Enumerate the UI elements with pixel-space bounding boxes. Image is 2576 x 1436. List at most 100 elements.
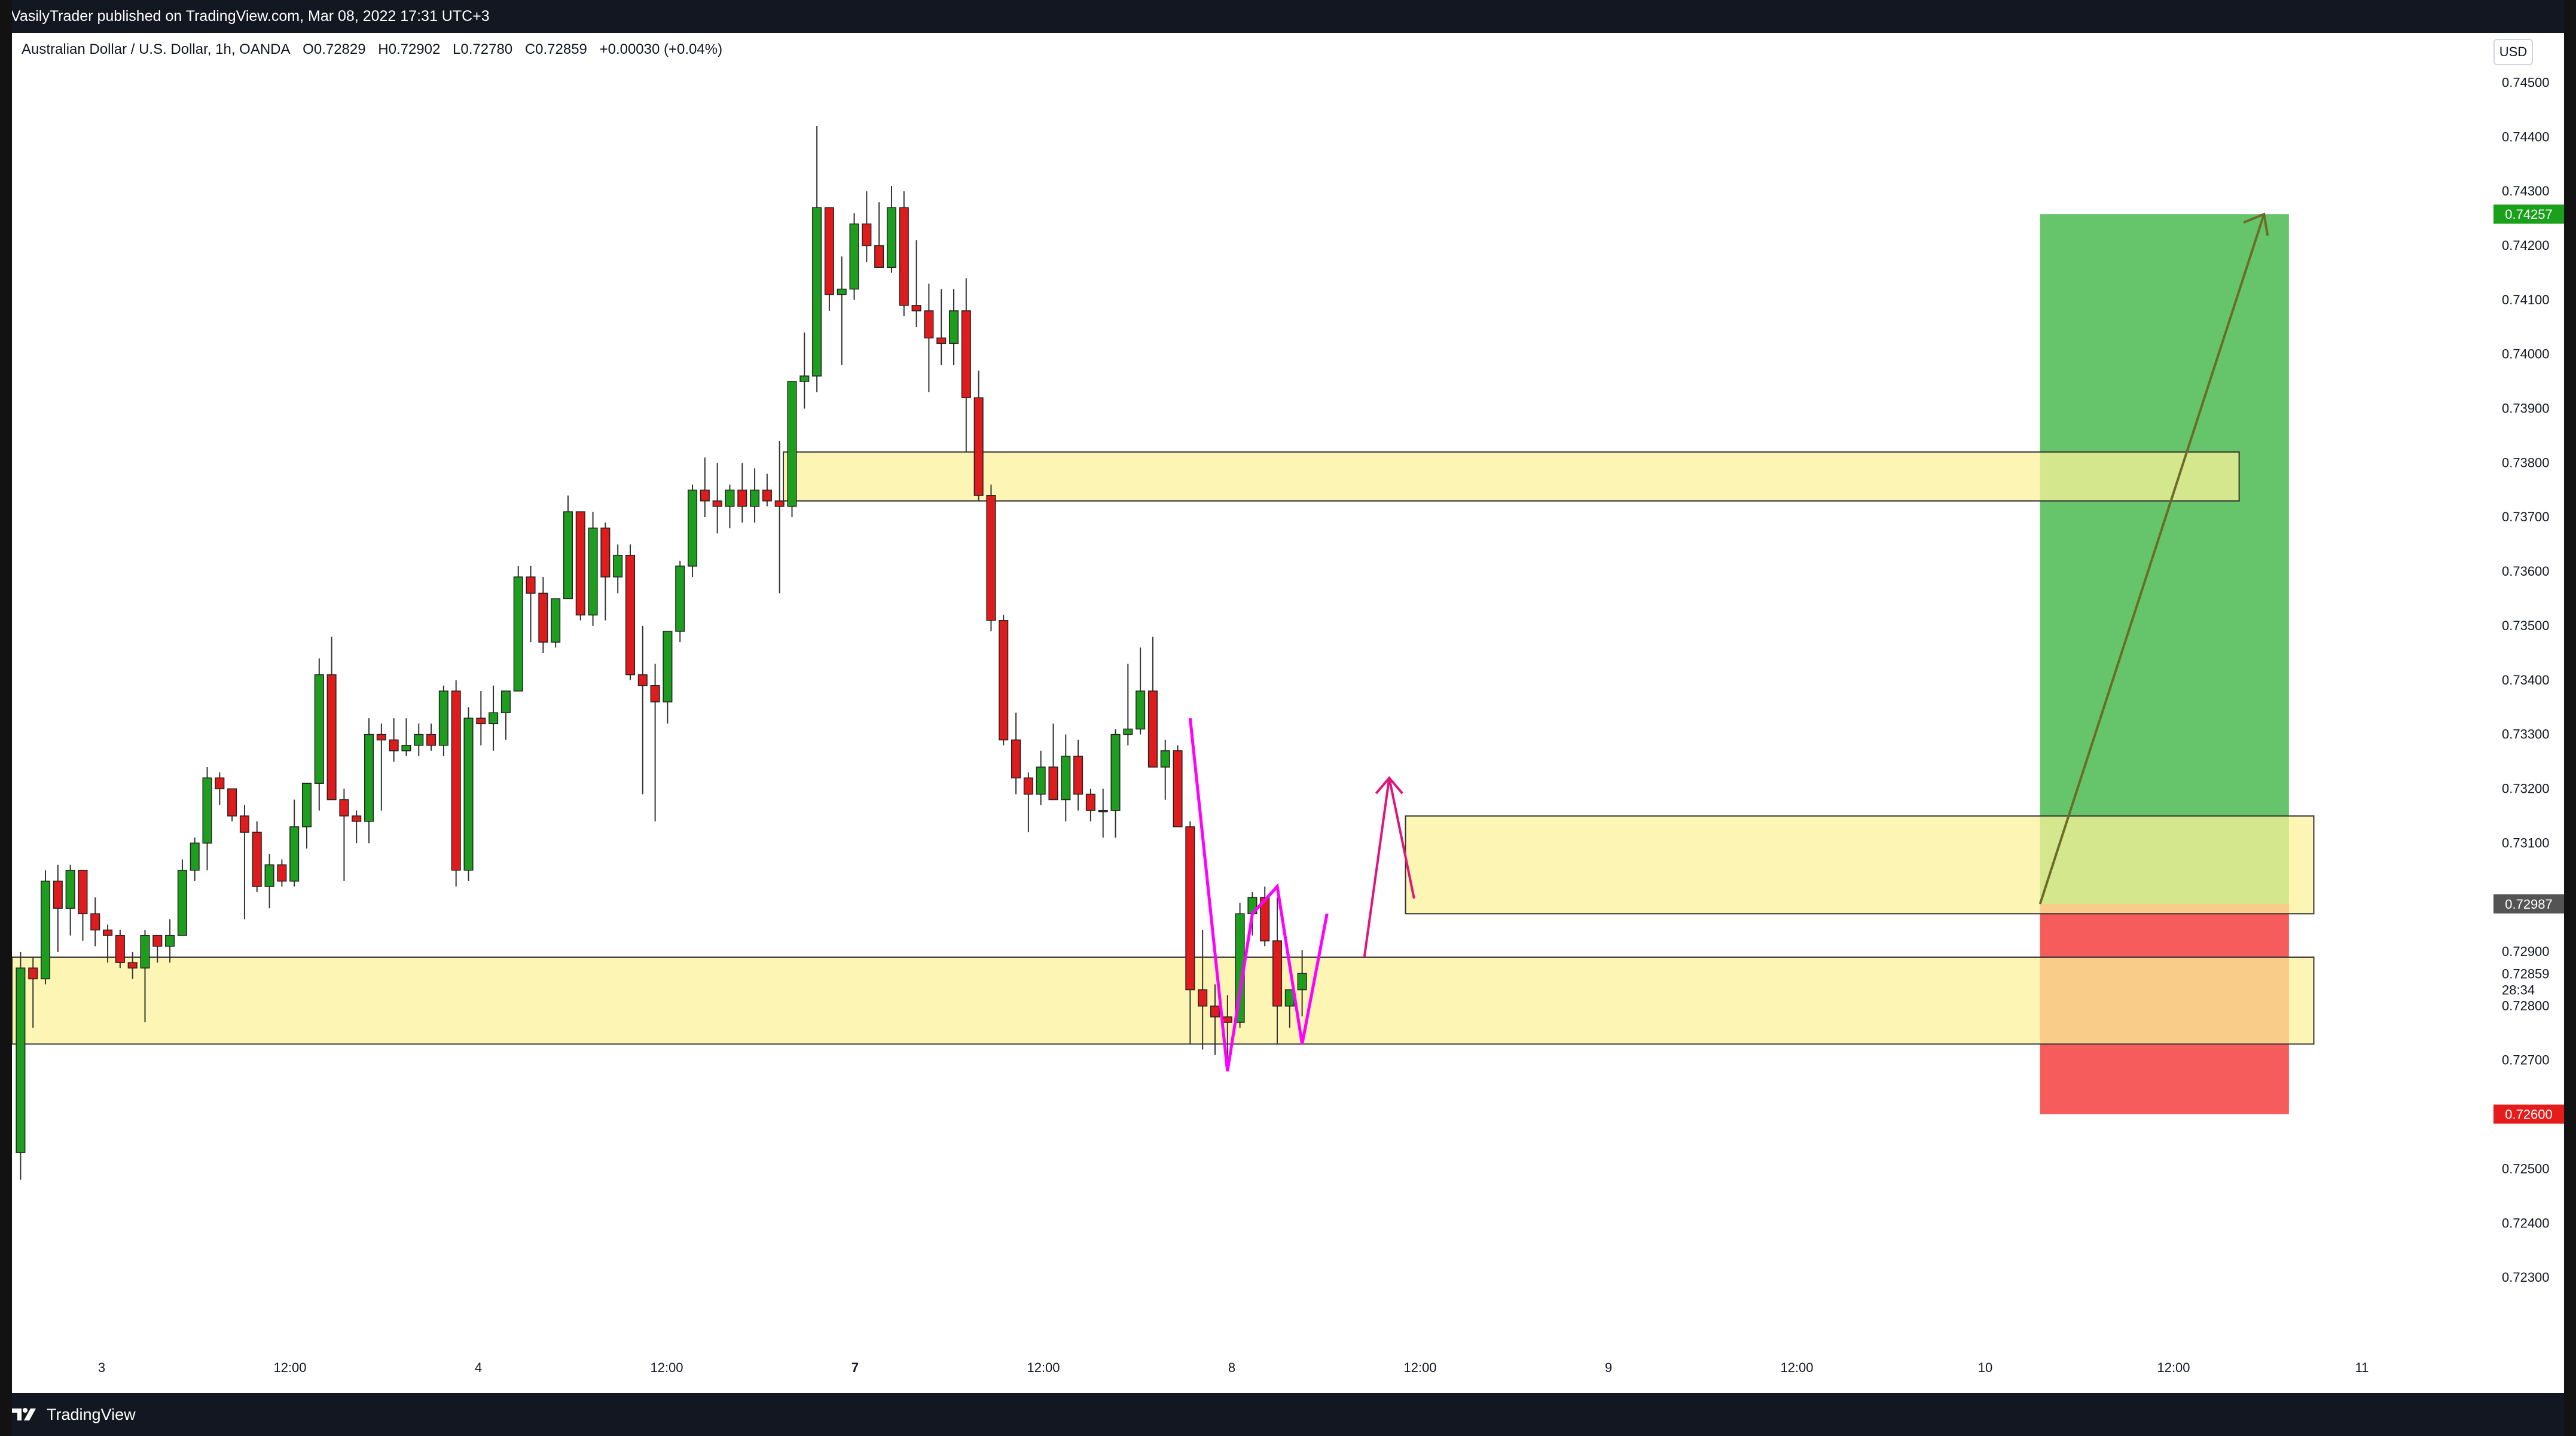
candle-body bbox=[737, 489, 747, 507]
candle-body bbox=[563, 511, 573, 600]
candle-body bbox=[401, 744, 411, 751]
candle-body bbox=[1198, 989, 1208, 1007]
candle-body bbox=[688, 489, 698, 567]
zone-middle[interactable] bbox=[1405, 815, 2315, 915]
candle-body bbox=[837, 288, 847, 295]
candle-body bbox=[588, 527, 598, 616]
candle-body bbox=[127, 962, 138, 968]
x-tick-label: 12:00 bbox=[1780, 1360, 1813, 1375]
zone-upper[interactable] bbox=[783, 451, 2240, 502]
tradingview-logo-icon bbox=[12, 1408, 36, 1420]
publisher-header: VasilyTrader published on TradingView.co… bbox=[0, 0, 2576, 33]
price-label-current: 0.72859 bbox=[2502, 966, 2550, 981]
target-arrowhead bbox=[2243, 212, 2269, 236]
candle-body bbox=[28, 967, 38, 980]
x-tick-label: 12:00 bbox=[1027, 1360, 1060, 1375]
ohlc-high: H0.72902 bbox=[378, 41, 441, 57]
candle-body bbox=[725, 489, 735, 507]
candle-body bbox=[513, 576, 523, 692]
y-tick-label: 0.73900 bbox=[2502, 401, 2550, 416]
price-tag-label-entry: 0.72987 bbox=[2505, 897, 2553, 912]
y-tick-label: 0.72800 bbox=[2502, 998, 2550, 1013]
zone-lower[interactable] bbox=[12, 957, 2315, 1045]
x-tick-label: 12:00 bbox=[650, 1360, 683, 1375]
candle-body bbox=[90, 913, 100, 931]
ohlc-open: O0.72829 bbox=[303, 41, 366, 57]
candle-body bbox=[1110, 734, 1121, 811]
candle-body bbox=[874, 245, 884, 268]
candle-body bbox=[538, 592, 548, 643]
x-tick-label: 9 bbox=[1605, 1360, 1612, 1375]
y-tick-label: 0.73500 bbox=[2502, 618, 2550, 633]
candle-body bbox=[961, 310, 971, 399]
y-tick-label: 0.74000 bbox=[2502, 347, 2550, 362]
x-tick-label: 7 bbox=[851, 1360, 859, 1375]
x-tick-label: 3 bbox=[98, 1360, 105, 1375]
target-zone bbox=[2040, 214, 2289, 905]
y-tick-label: 0.73100 bbox=[2502, 835, 2550, 850]
candle-body bbox=[78, 869, 88, 915]
candle-body bbox=[1036, 766, 1046, 795]
tradingview-logo[interactable]: TradingView bbox=[11, 1405, 136, 1424]
candle-body bbox=[1222, 1016, 1232, 1023]
candle-body bbox=[1173, 750, 1183, 827]
candle-body bbox=[762, 489, 772, 502]
candle-body bbox=[476, 717, 486, 725]
symbol-legend: Australian Dollar / U.S. Dollar, 1h, OAN… bbox=[22, 41, 731, 58]
candle-body bbox=[986, 495, 996, 621]
candle-body bbox=[451, 690, 461, 871]
candle-body bbox=[812, 207, 822, 377]
x-tick-label: 8 bbox=[1228, 1360, 1235, 1375]
candle-body bbox=[177, 869, 187, 936]
y-tick-label: 0.73800 bbox=[2502, 455, 2550, 470]
price-tag-label-target: 0.74257 bbox=[2505, 207, 2553, 222]
y-tick-label: 0.72900 bbox=[2502, 944, 2550, 959]
candle-body bbox=[824, 207, 834, 295]
candle-body bbox=[575, 511, 585, 616]
candle-body bbox=[239, 815, 249, 833]
candle-body bbox=[1297, 973, 1307, 991]
candle-body bbox=[637, 674, 648, 686]
left-border bbox=[0, 0, 12, 1436]
x-tick-label: 12:00 bbox=[1403, 1360, 1436, 1375]
candle-body bbox=[65, 869, 75, 909]
candle-body bbox=[277, 864, 287, 882]
currency-button[interactable]: USD bbox=[2493, 39, 2533, 65]
candle-body bbox=[551, 598, 561, 643]
price-tag-label-stop: 0.72600 bbox=[2505, 1107, 2553, 1122]
y-tick-label: 0.73700 bbox=[2502, 509, 2550, 524]
candle-body bbox=[862, 223, 872, 246]
target-arrow bbox=[2038, 213, 2266, 905]
ohlc-low: L0.72780 bbox=[453, 41, 513, 57]
candle-body bbox=[140, 934, 150, 968]
candle-body bbox=[1061, 756, 1071, 801]
w-pattern-line bbox=[1188, 718, 1329, 1072]
y-tick-label: 0.74100 bbox=[2502, 292, 2550, 307]
candle-body bbox=[289, 826, 300, 882]
candle-body bbox=[526, 576, 536, 594]
candle-body bbox=[613, 554, 623, 578]
candle-body bbox=[1147, 690, 1158, 768]
footer-bar: TradingView bbox=[0, 1393, 2576, 1436]
candle-body bbox=[787, 381, 797, 507]
chart-frame[interactable]: 0.74500 0.74400 0.74300 0.74200 0.74100 0.740… bbox=[12, 33, 2564, 1393]
candle-body bbox=[1098, 809, 1108, 812]
candle-body bbox=[227, 788, 237, 817]
candle-body bbox=[202, 777, 212, 844]
candle-body bbox=[339, 799, 349, 817]
y-tick-label: 0.73600 bbox=[2502, 564, 2550, 579]
candle-body bbox=[1048, 766, 1058, 801]
price-chart[interactable]: 0.74500 0.74400 0.74300 0.74200 0.74100 0.740… bbox=[12, 33, 2564, 1393]
y-tick-label: 0.73400 bbox=[2502, 673, 2550, 688]
candle-body bbox=[999, 620, 1009, 741]
candle-body bbox=[1160, 750, 1170, 768]
candle-body bbox=[1085, 793, 1095, 811]
candle-body bbox=[712, 500, 722, 507]
candle-body bbox=[1123, 728, 1133, 735]
y-tick-label: 0.73200 bbox=[2502, 781, 2550, 796]
x-tick-label: 10 bbox=[1978, 1360, 1992, 1375]
candle-body bbox=[924, 310, 934, 339]
candle-body bbox=[774, 500, 785, 507]
candle-body bbox=[948, 310, 959, 344]
y-tick-label: 0.74300 bbox=[2502, 184, 2550, 198]
